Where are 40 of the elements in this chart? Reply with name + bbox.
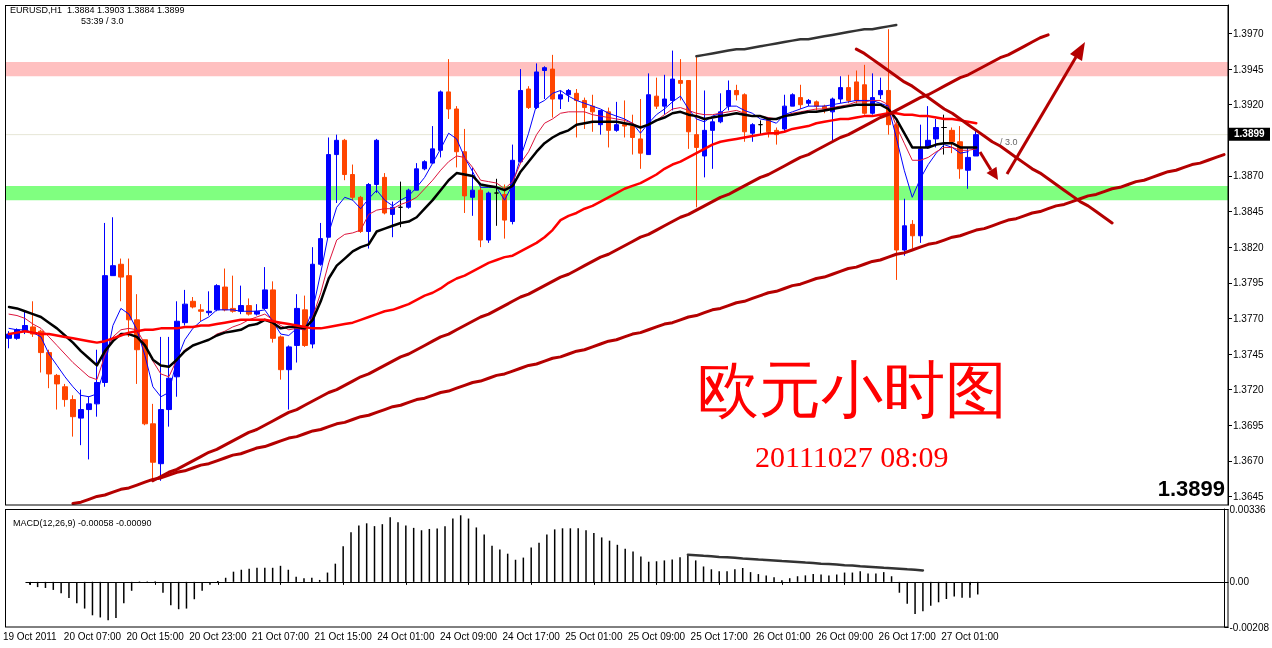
annotation: EURUSD,H1 1.3884 1.3903 1.3884 1.3899 <box>10 4 185 15</box>
x-tick-label: 26 Oct 09:00 <box>815 630 874 642</box>
x-tick-label: 25 Oct 01:00 <box>565 630 623 642</box>
x-tick-label: 26 Oct 17:00 <box>878 630 937 642</box>
y-tick-label: 1.3970 <box>1233 27 1265 39</box>
ref-line-label: 1.3899 <box>1234 128 1266 140</box>
y-tick-label: 1.3920 <box>1233 99 1265 111</box>
x-tick-label: 20 Oct 23:00 <box>189 630 247 642</box>
x-tick-label: 24 Oct 17:00 <box>502 630 561 642</box>
x-tick-label: 26 Oct 01:00 <box>753 630 811 642</box>
y-tick-label: -0.00208 <box>1229 621 1270 633</box>
x-tick-label: 21 Oct 07:00 <box>251 630 310 642</box>
text: MACD(12,26,9) -0.00058 -0.00090 <box>13 517 152 528</box>
y-tick-label: 1.3845 <box>1233 206 1265 218</box>
y-tick-label: 1.3745 <box>1233 348 1265 360</box>
y-tick-label: 1.3695 <box>1233 419 1265 431</box>
annotation: / 3.0 <box>1000 136 1018 147</box>
annotation: 1.3899 <box>1157 475 1225 501</box>
y-tick-label: 0.00 <box>1229 576 1250 588</box>
y-tick-label: 0.00336 <box>1229 503 1267 515</box>
x-tick-label: 24 Oct 09:00 <box>439 630 498 642</box>
annotation: 53:39 / 3.0 <box>81 15 124 26</box>
x-tick-label: 19 Oct 2011 <box>2 630 58 642</box>
y-tick-label: 1.3945 <box>1233 63 1265 75</box>
text: 欧元小时图 <box>697 356 1007 424</box>
y-tick-label: 1.3720 <box>1233 384 1265 396</box>
y-tick-label: 1.3820 <box>1233 241 1265 253</box>
x-tick-label: 24 Oct 01:00 <box>377 630 435 642</box>
x-tick-label: 25 Oct 17:00 <box>690 630 749 642</box>
y-tick-label: 1.3795 <box>1233 277 1265 289</box>
x-tick-label: 25 Oct 09:00 <box>627 630 686 642</box>
text: 20111027 08:09 <box>755 439 949 473</box>
x-tick-label: 20 Oct 07:00 <box>63 630 122 642</box>
y-tick-label: 1.3645 <box>1233 490 1265 502</box>
y-tick-label: 1.3670 <box>1233 455 1265 467</box>
x-tick-label: 20 Oct 15:00 <box>126 630 185 642</box>
y-tick-label: 1.3870 <box>1233 170 1265 182</box>
x-tick-label: 27 Oct 01:00 <box>941 630 999 642</box>
y-tick-label: 1.3770 <box>1233 312 1265 324</box>
x-tick-label: 21 Oct 15:00 <box>314 630 373 642</box>
